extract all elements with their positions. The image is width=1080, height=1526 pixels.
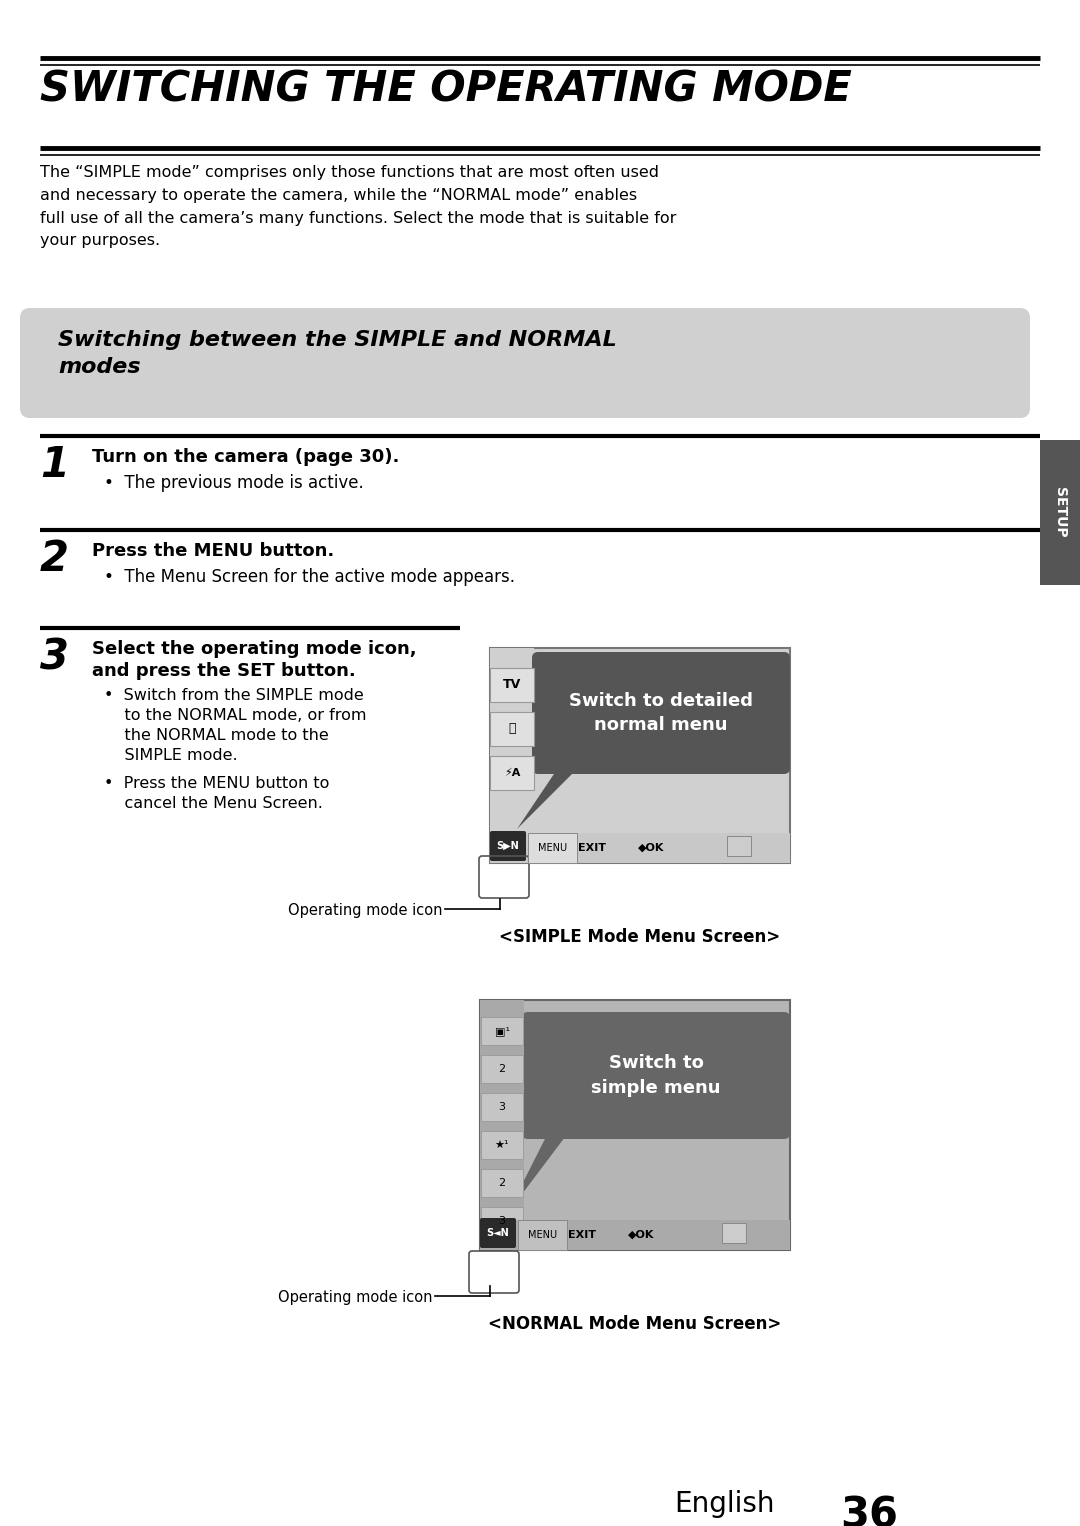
- Text: <NORMAL Mode Menu Screen>: <NORMAL Mode Menu Screen>: [488, 1315, 782, 1334]
- Text: Select the operating mode icon,: Select the operating mode icon,: [92, 639, 417, 658]
- FancyBboxPatch shape: [532, 652, 789, 774]
- Text: MENU: MENU: [528, 1230, 557, 1241]
- Text: Operating mode icon: Operating mode icon: [278, 1289, 432, 1305]
- Text: ⛰: ⛰: [509, 722, 516, 736]
- Text: S▶N: S▶N: [497, 841, 519, 852]
- Text: Operating mode icon: Operating mode icon: [287, 903, 442, 919]
- Text: •  Press the MENU button to: • Press the MENU button to: [104, 777, 329, 790]
- FancyBboxPatch shape: [481, 1054, 523, 1083]
- Text: Switch to
simple menu: Switch to simple menu: [591, 1054, 720, 1097]
- Text: and press the SET button.: and press the SET button.: [92, 662, 355, 681]
- Text: ▣¹: ▣¹: [495, 1025, 510, 1036]
- FancyBboxPatch shape: [723, 1222, 746, 1244]
- Text: Press the MENU button.: Press the MENU button.: [92, 542, 334, 560]
- Text: MENU: MENU: [538, 842, 567, 853]
- FancyBboxPatch shape: [490, 755, 534, 790]
- Text: •  The previous mode is active.: • The previous mode is active.: [104, 475, 364, 491]
- FancyBboxPatch shape: [490, 668, 534, 702]
- Polygon shape: [517, 768, 578, 829]
- FancyBboxPatch shape: [490, 649, 534, 833]
- Text: SETUP: SETUP: [1053, 487, 1067, 537]
- FancyBboxPatch shape: [727, 836, 751, 856]
- Text: Switching between the SIMPLE and NORMAL
modes: Switching between the SIMPLE and NORMAL …: [58, 330, 617, 377]
- Text: English: English: [675, 1489, 775, 1518]
- Text: EXIT: EXIT: [578, 842, 606, 853]
- FancyBboxPatch shape: [480, 1000, 524, 1219]
- Text: EXIT: EXIT: [568, 1230, 596, 1241]
- Text: to the NORMAL mode, or from: to the NORMAL mode, or from: [104, 708, 366, 723]
- FancyBboxPatch shape: [490, 649, 789, 864]
- FancyBboxPatch shape: [490, 713, 534, 746]
- FancyBboxPatch shape: [480, 1000, 789, 1250]
- Text: ★¹: ★¹: [495, 1140, 510, 1151]
- FancyBboxPatch shape: [490, 833, 789, 864]
- Text: 36: 36: [840, 1495, 897, 1526]
- Text: SWITCHING THE OPERATING MODE: SWITCHING THE OPERATING MODE: [40, 69, 852, 110]
- Text: ◆OK: ◆OK: [627, 1230, 654, 1241]
- Text: The “SIMPLE mode” comprises only those functions that are most often used
and ne: The “SIMPLE mode” comprises only those f…: [40, 165, 676, 249]
- FancyBboxPatch shape: [480, 1218, 516, 1248]
- FancyBboxPatch shape: [481, 1016, 523, 1045]
- FancyBboxPatch shape: [522, 1012, 789, 1138]
- Text: ⚡A: ⚡A: [503, 768, 521, 778]
- Text: •  The Menu Screen for the active mode appears.: • The Menu Screen for the active mode ap…: [104, 568, 515, 586]
- FancyBboxPatch shape: [481, 1207, 523, 1235]
- FancyBboxPatch shape: [1040, 439, 1080, 584]
- Text: 1: 1: [40, 444, 69, 485]
- Text: <SIMPLE Mode Menu Screen>: <SIMPLE Mode Menu Screen>: [499, 928, 781, 946]
- FancyBboxPatch shape: [481, 1131, 523, 1160]
- Text: 3: 3: [499, 1102, 505, 1112]
- Polygon shape: [507, 1132, 568, 1215]
- Text: 2: 2: [499, 1178, 505, 1189]
- Text: cancel the Menu Screen.: cancel the Menu Screen.: [104, 797, 323, 810]
- Text: 3: 3: [40, 636, 69, 678]
- FancyBboxPatch shape: [480, 1219, 789, 1250]
- Text: 3: 3: [499, 1216, 505, 1225]
- FancyBboxPatch shape: [21, 308, 1030, 418]
- Text: ◆OK: ◆OK: [638, 842, 664, 853]
- Text: S◄N: S◄N: [487, 1228, 510, 1238]
- Text: •  Switch from the SIMPLE mode: • Switch from the SIMPLE mode: [104, 688, 364, 703]
- Text: 2: 2: [40, 539, 69, 580]
- FancyBboxPatch shape: [481, 1093, 523, 1122]
- Text: TV: TV: [503, 679, 522, 691]
- FancyBboxPatch shape: [490, 832, 526, 861]
- Text: Turn on the camera (page 30).: Turn on the camera (page 30).: [92, 449, 400, 465]
- FancyBboxPatch shape: [481, 1169, 523, 1196]
- Text: the NORMAL mode to the: the NORMAL mode to the: [104, 728, 328, 743]
- Text: Switch to detailed
normal menu: Switch to detailed normal menu: [569, 691, 753, 734]
- Text: 2: 2: [499, 1064, 505, 1074]
- Text: SIMPLE mode.: SIMPLE mode.: [104, 748, 238, 763]
